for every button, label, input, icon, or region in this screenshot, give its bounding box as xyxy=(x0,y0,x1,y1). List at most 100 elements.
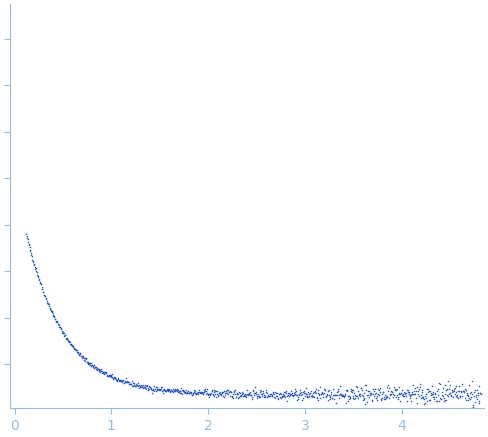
Point xyxy=(340,393,348,400)
Point xyxy=(204,391,212,398)
Point xyxy=(183,390,191,397)
Point xyxy=(78,352,85,359)
Point xyxy=(131,383,139,390)
Point xyxy=(87,359,95,366)
Point xyxy=(202,391,210,398)
Point xyxy=(171,386,179,393)
Point xyxy=(384,382,392,389)
Point xyxy=(395,390,403,397)
Point xyxy=(30,261,38,268)
Point xyxy=(86,360,94,367)
Point xyxy=(165,386,173,393)
Point xyxy=(411,385,419,392)
Point xyxy=(462,396,470,403)
Point xyxy=(305,391,313,398)
Point xyxy=(174,387,182,394)
Point xyxy=(446,385,453,392)
Point xyxy=(213,390,221,397)
Point xyxy=(425,388,433,395)
Point xyxy=(451,388,459,395)
Point xyxy=(400,393,408,400)
Point xyxy=(80,356,88,363)
Point xyxy=(386,391,394,398)
Point xyxy=(122,378,130,385)
Point xyxy=(477,390,485,397)
Point xyxy=(369,391,377,398)
Point xyxy=(421,399,429,406)
Point xyxy=(294,394,302,401)
Point xyxy=(244,390,252,397)
Point xyxy=(47,306,55,313)
Point xyxy=(54,320,62,327)
Point xyxy=(439,392,447,399)
Point xyxy=(164,385,172,392)
Point xyxy=(128,383,136,390)
Point xyxy=(338,392,346,399)
Point xyxy=(143,383,151,390)
Point xyxy=(204,391,212,398)
Point xyxy=(452,393,460,400)
Point xyxy=(325,392,333,399)
Point xyxy=(238,388,246,395)
Point xyxy=(302,385,309,392)
Point xyxy=(231,390,239,397)
Point xyxy=(239,392,246,399)
Point xyxy=(50,312,58,319)
Point xyxy=(262,388,270,395)
Point xyxy=(176,388,183,395)
Point xyxy=(429,393,437,400)
Point xyxy=(291,390,299,397)
Point xyxy=(424,397,431,404)
Point xyxy=(332,399,340,406)
Point xyxy=(329,386,337,393)
Point xyxy=(317,384,325,391)
Point xyxy=(28,253,36,260)
Point xyxy=(376,388,384,395)
Point xyxy=(265,393,273,400)
Point xyxy=(316,394,324,401)
Point xyxy=(371,385,379,392)
Point xyxy=(290,390,298,397)
Point xyxy=(59,329,67,336)
Point xyxy=(334,385,342,392)
Point xyxy=(390,392,398,399)
Point xyxy=(370,392,378,399)
Point xyxy=(379,388,387,395)
Point xyxy=(177,389,184,396)
Point xyxy=(423,385,431,392)
Point xyxy=(285,392,292,399)
Point xyxy=(416,383,424,390)
Point xyxy=(450,385,458,392)
Point xyxy=(363,387,370,394)
Point xyxy=(43,299,51,306)
Point xyxy=(253,394,261,401)
Point xyxy=(96,367,104,374)
Point xyxy=(205,393,213,400)
Point xyxy=(142,383,149,390)
Point xyxy=(130,382,138,388)
Point xyxy=(180,387,188,394)
Point xyxy=(235,393,243,400)
Point xyxy=(272,389,280,396)
Point xyxy=(105,372,113,379)
Point xyxy=(41,292,49,299)
Point xyxy=(156,386,163,393)
Point xyxy=(361,382,369,388)
Point xyxy=(365,387,373,394)
Point xyxy=(456,393,464,400)
Point xyxy=(367,390,375,397)
Point xyxy=(453,391,461,398)
Point xyxy=(228,392,236,399)
Point xyxy=(365,388,372,395)
Point xyxy=(207,389,215,396)
Point xyxy=(169,385,177,392)
Point xyxy=(49,309,57,316)
Point xyxy=(426,388,434,395)
Point xyxy=(408,388,416,395)
Point xyxy=(300,388,307,395)
Point xyxy=(175,388,183,395)
Point xyxy=(268,393,276,400)
Point xyxy=(34,274,42,281)
Point xyxy=(302,390,310,397)
Point xyxy=(100,368,108,375)
